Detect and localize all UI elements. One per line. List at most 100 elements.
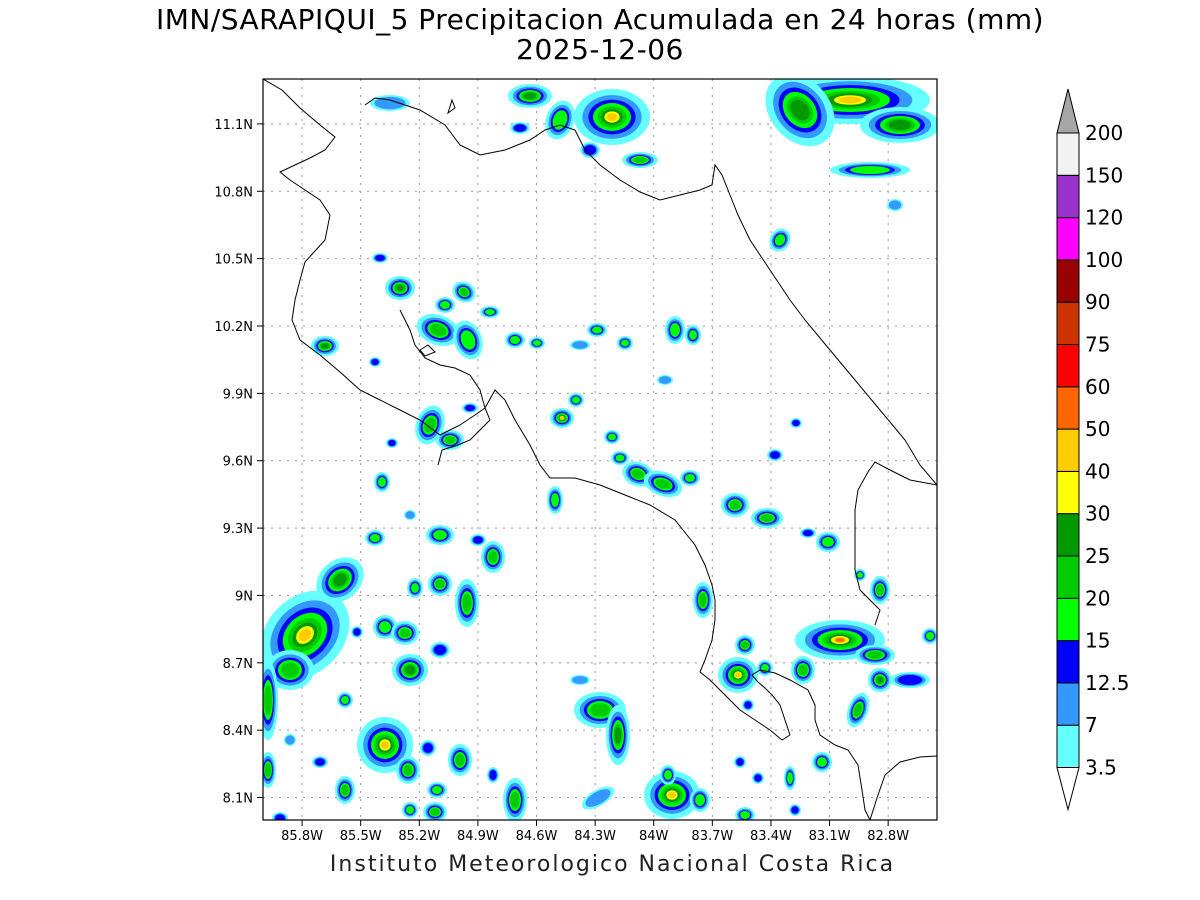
legend-level-label: 200	[1085, 121, 1123, 145]
precip-cell	[311, 336, 339, 356]
precip-cell	[487, 767, 499, 783]
lon-tick-label: 85.2W	[398, 829, 440, 844]
precip-cell	[685, 325, 701, 345]
precip-cell	[423, 802, 447, 820]
precip-contour	[699, 593, 707, 607]
precip-contour	[510, 791, 520, 809]
precip-cell	[448, 744, 472, 776]
legend-swatch	[1056, 344, 1080, 388]
precip-contour	[590, 703, 610, 717]
precip-contour	[798, 664, 808, 676]
lon-tick-label: 85.5W	[340, 829, 382, 844]
credit-text: Instituto Meteorologico Nacional Costa R…	[329, 852, 896, 877]
precip-cell	[427, 782, 447, 798]
precip-cell	[680, 470, 700, 486]
lat-tick-label: 10.5N	[214, 253, 253, 268]
precip-contour	[432, 786, 442, 794]
precip-cell	[617, 336, 633, 350]
small-island	[447, 98, 456, 115]
precip-cell	[396, 756, 420, 784]
legend-swatch	[1056, 259, 1080, 303]
precip-cell	[735, 807, 755, 820]
legend-level-label: 120	[1085, 206, 1123, 230]
legend-swatch	[1056, 724, 1080, 769]
precip-cell	[644, 771, 700, 819]
precip-cell	[263, 660, 278, 740]
legend-swatch	[1056, 513, 1080, 557]
panama-border	[854, 461, 937, 626]
precip-cell	[769, 228, 791, 252]
precip-contour	[375, 254, 385, 262]
precip-cell	[385, 276, 415, 300]
precip-contour	[774, 234, 786, 246]
precip-contour	[379, 621, 391, 633]
legend-level-label: 90	[1085, 290, 1110, 314]
legend-level-label: 7	[1085, 713, 1098, 737]
precip-cell	[868, 668, 892, 692]
precip-cell	[887, 199, 903, 211]
precip-contour	[621, 339, 629, 347]
precip-contour	[655, 478, 671, 490]
precip-cell	[606, 705, 630, 765]
precip-contour	[791, 806, 799, 814]
legend-level-label: 60	[1085, 375, 1110, 399]
precip-contour	[489, 770, 497, 780]
precip-cell	[812, 752, 832, 772]
panama-pacific	[869, 755, 937, 820]
precip-contour	[744, 701, 752, 709]
precip-contour	[404, 665, 416, 675]
precip-contour	[433, 645, 447, 655]
lat-tick-label: 10.2N	[214, 320, 253, 335]
lon-tick-label: 83.1W	[809, 829, 851, 844]
precip-cell	[752, 772, 764, 784]
precip-cell	[789, 804, 801, 816]
precip-contour	[735, 672, 741, 678]
precip-cell	[870, 576, 890, 604]
precip-contour	[632, 469, 644, 479]
precip-contour	[459, 287, 469, 297]
nicaragua-lake-shore	[364, 97, 731, 201]
lat-tick-label: 8.4N	[223, 724, 253, 739]
precip-cell	[404, 510, 416, 520]
precip-contour	[633, 156, 647, 164]
lat-tick-label: 10.8N	[214, 185, 253, 200]
precip-contour	[440, 301, 450, 309]
precip-contour	[485, 309, 495, 315]
legend-swatch	[1056, 217, 1080, 261]
precip-contour	[741, 641, 749, 649]
precip-contour	[378, 477, 386, 487]
precip-cell	[574, 89, 650, 145]
precip-cell	[693, 582, 713, 618]
precip-contour	[822, 537, 834, 547]
precip-cell	[415, 405, 445, 445]
precip-cell	[734, 756, 746, 768]
precip-cell	[529, 337, 545, 349]
legend-level-label: 25	[1085, 544, 1110, 568]
precip-cell	[357, 717, 413, 773]
legend-level-label: 100	[1085, 248, 1123, 272]
precip-cell	[365, 530, 385, 546]
precip-cell	[508, 84, 552, 108]
precip-contour	[406, 806, 414, 814]
lon-tick-label: 84.9W	[457, 829, 499, 844]
precip-contour	[370, 534, 380, 542]
precip-cell	[372, 253, 388, 263]
precip-cell	[742, 699, 754, 711]
precip-contour	[513, 124, 527, 132]
precip-cell	[452, 281, 476, 303]
legend-level-label: 75	[1085, 333, 1110, 357]
precip-contour	[850, 166, 890, 174]
precip-cell	[690, 788, 710, 812]
lon-tick-label: 84.3W	[574, 829, 616, 844]
legend-boxes	[1056, 88, 1080, 812]
precip-contour	[523, 92, 537, 100]
precip-cell	[721, 493, 749, 517]
pacific-coast-central	[484, 389, 791, 741]
legend-swatch	[1056, 555, 1080, 599]
lat-tick-label: 8.1N	[223, 792, 253, 807]
precip-cell	[547, 486, 563, 514]
precip-cell	[402, 802, 418, 818]
precip-contour	[430, 808, 440, 816]
